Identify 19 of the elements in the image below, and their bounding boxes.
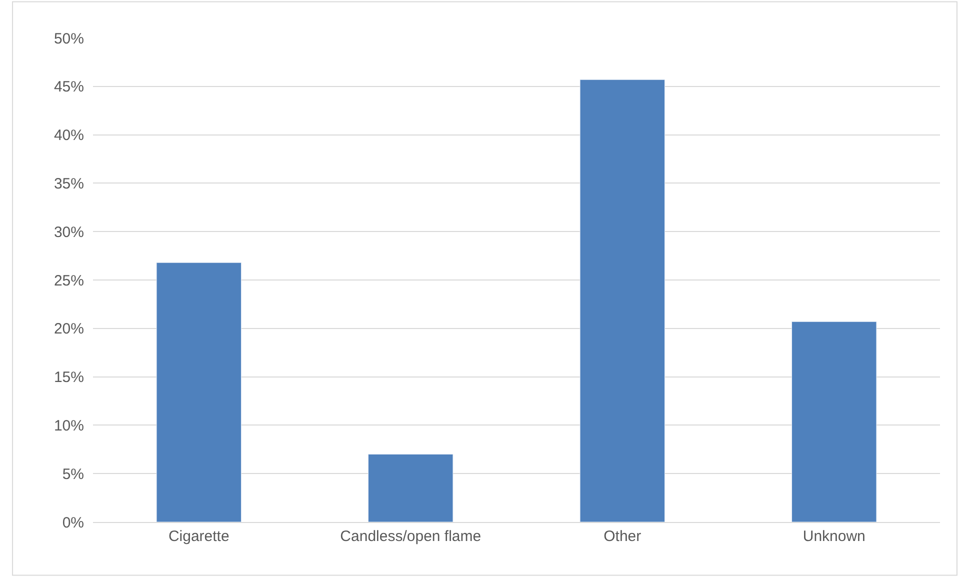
y-tick-label: 20% <box>54 320 84 338</box>
x-tick-label: Candless/open flame <box>340 528 482 545</box>
bar <box>580 79 665 522</box>
bar <box>792 321 877 522</box>
y-tick-label: 0% <box>62 514 84 532</box>
y-tick-label: 5% <box>62 466 84 483</box>
x-tick-label: Cigarette <box>168 528 230 545</box>
y-tick-label: 35% <box>54 175 84 192</box>
y-tick-label: 50% <box>54 30 84 48</box>
y-tick-label: 25% <box>54 272 84 290</box>
y-tick-label: 10% <box>54 417 84 434</box>
y-tick-label: 45% <box>54 78 84 96</box>
bar <box>368 454 454 522</box>
y-tick-label: 40% <box>54 127 84 144</box>
x-tick-label: Unknown <box>802 528 866 545</box>
y-tick-label: 15% <box>54 369 84 386</box>
y-tick-label: 30% <box>54 224 84 241</box>
x-tick-label: Other <box>604 528 642 545</box>
bar <box>156 262 242 522</box>
